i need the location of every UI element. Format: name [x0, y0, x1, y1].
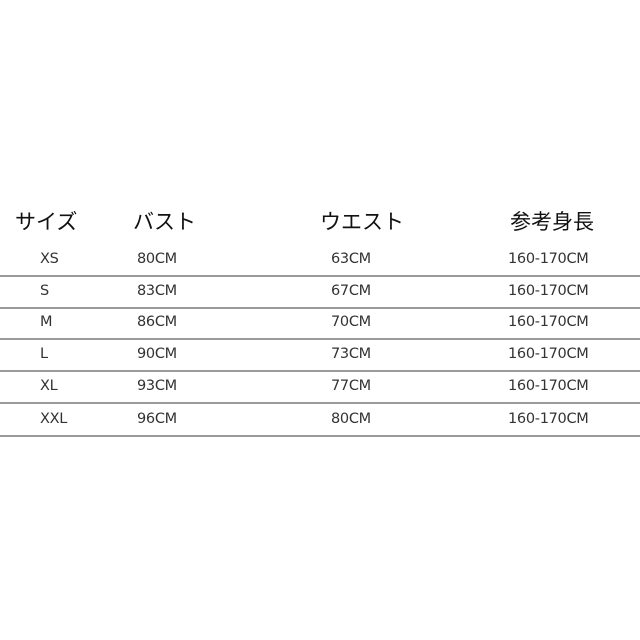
height-cell: 160-170CM	[508, 378, 589, 394]
table-row: L 90CM 73CM 160-170CM	[0, 340, 640, 372]
row-divider	[0, 435, 640, 437]
size-cell: XS	[40, 251, 59, 267]
waist-cell: 70CM	[331, 314, 371, 330]
height-cell: 160-170CM	[508, 251, 589, 267]
bust-cell: 90CM	[137, 346, 177, 362]
bust-cell: 86CM	[137, 314, 177, 330]
size-cell: XXL	[40, 411, 68, 427]
height-cell: 160-170CM	[508, 346, 589, 362]
bust-cell: 96CM	[137, 411, 177, 427]
height-cell: 160-170CM	[508, 411, 589, 427]
header-waist: ウエスト	[320, 210, 404, 234]
row-divider	[0, 402, 640, 404]
table-row: M 86CM 70CM 160-170CM	[0, 308, 640, 340]
waist-cell: 63CM	[331, 251, 371, 267]
header-size: サイズ	[15, 210, 78, 234]
table-row: XXL 96CM 80CM 160-170CM	[0, 405, 640, 437]
header-bust: バスト	[133, 210, 196, 234]
height-cell: 160-170CM	[508, 314, 589, 330]
waist-cell: 67CM	[331, 283, 371, 299]
waist-cell: 73CM	[331, 346, 371, 362]
size-cell: S	[40, 283, 49, 299]
table-row: XL 93CM 77CM 160-170CM	[0, 372, 640, 404]
header-height: 参考身長	[510, 210, 594, 234]
table-row: S 83CM 67CM 160-170CM	[0, 277, 640, 309]
height-cell: 160-170CM	[508, 283, 589, 299]
table-row: XS 80CM 63CM 160-170CM	[0, 245, 640, 277]
bust-cell: 80CM	[137, 251, 177, 267]
row-divider	[0, 307, 640, 309]
size-cell: M	[40, 314, 53, 330]
bust-cell: 83CM	[137, 283, 177, 299]
waist-cell: 77CM	[331, 378, 371, 394]
waist-cell: 80CM	[331, 411, 371, 427]
size-cell: XL	[40, 378, 58, 394]
row-divider	[0, 275, 640, 277]
row-divider	[0, 338, 640, 340]
bust-cell: 93CM	[137, 378, 177, 394]
size-cell: L	[40, 346, 48, 362]
row-divider	[0, 370, 640, 372]
